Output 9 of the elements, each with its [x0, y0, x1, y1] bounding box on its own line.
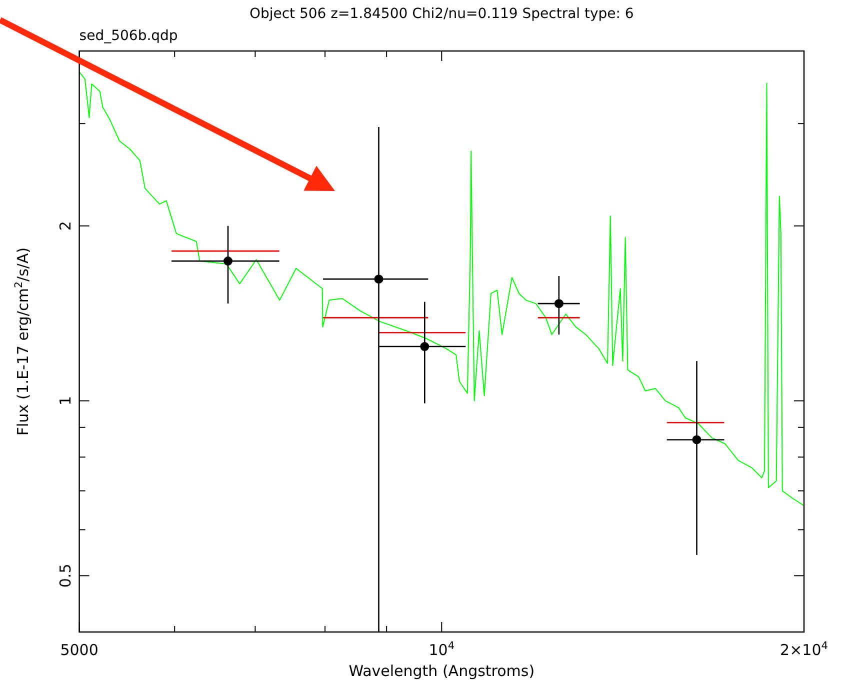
- y-tick-label: 2: [56, 221, 74, 231]
- x-tick-label: 2×10$^{4}$: [780, 640, 828, 659]
- y-tick-label: 0.5: [56, 564, 74, 588]
- y-tick-label: 1: [56, 396, 74, 406]
- chart-title: Object 506 z=1.84500 Chi2/nu=0.119 Spectral type: 6: [249, 6, 634, 22]
- chart-subtitle: sed_506b.qdp: [79, 28, 178, 44]
- x-axis-title: Wavelength (Angstroms): [348, 662, 535, 680]
- x-tick-label: 5000: [60, 641, 98, 659]
- x-tick-label: 10$^{4}$: [428, 640, 455, 659]
